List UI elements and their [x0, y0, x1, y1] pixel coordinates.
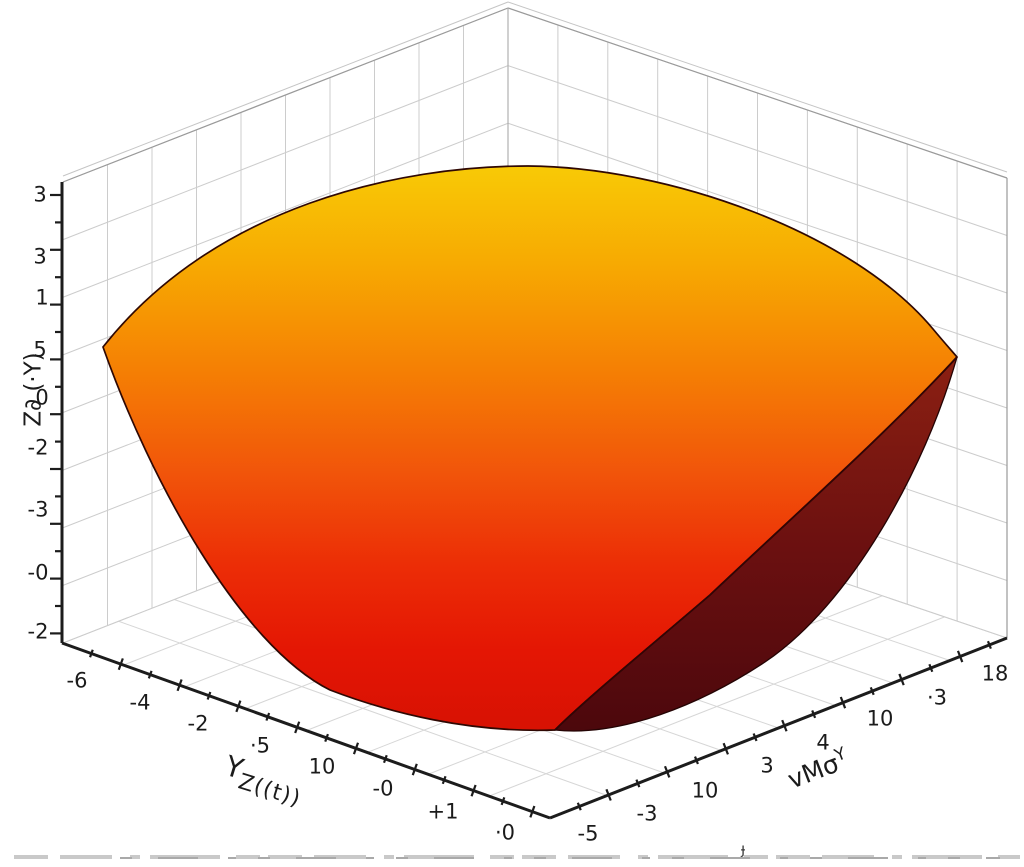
surface-outline: [102, 165, 958, 732]
y-tick-label: -3: [636, 801, 658, 826]
x-tick-label: ·0: [494, 820, 516, 845]
y-tick-label: 10: [866, 706, 894, 731]
z-tick-label: 3: [33, 244, 47, 269]
z-tick-label: 5: [33, 337, 47, 362]
y-tick-label: 3: [760, 753, 774, 778]
x-tick-label: ·5: [249, 733, 271, 758]
z-tick-label: 3: [33, 182, 47, 207]
z-tick-label: -3: [27, 497, 49, 522]
x-tick-label: -2: [187, 711, 209, 736]
x-tick-label: +1: [427, 799, 459, 824]
y-tick-label: -5: [577, 821, 599, 846]
z-tick-label: 1: [35, 285, 49, 310]
x-tick-label: -0: [372, 776, 394, 801]
z-tick-label: -0: [27, 560, 49, 585]
x-tick-label: -6: [66, 668, 88, 693]
y-tick-label: ·3: [926, 685, 948, 710]
x-tick-label: 10: [308, 754, 336, 779]
axes: [50, 182, 1008, 820]
z-tick-label: -2: [27, 435, 49, 460]
z-tick-label: -2: [27, 619, 49, 644]
y-tick-label: 18: [981, 661, 1009, 686]
y-tick-label: 10: [691, 778, 719, 803]
x-tick-label: -4: [129, 690, 151, 715]
z-axis-title: Z∂ (·Y): [20, 352, 47, 427]
bottom-strip: [14, 855, 1020, 859]
z-tick-label: 0: [35, 385, 49, 410]
y-tick-label: 4: [816, 730, 830, 755]
stray-glyph: ɟ: [741, 840, 746, 858]
